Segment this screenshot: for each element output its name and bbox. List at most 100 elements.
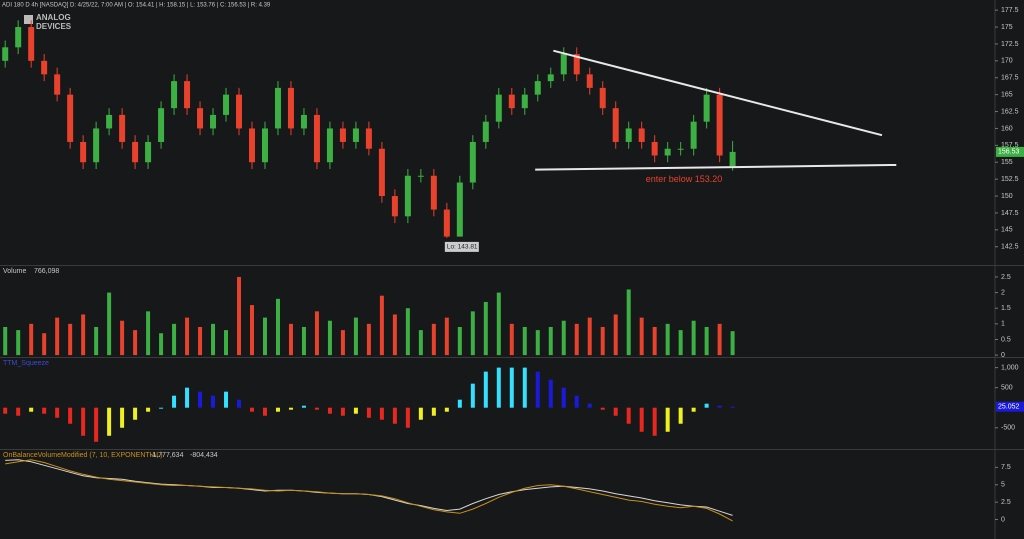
y-tick-label: 7.5: [1001, 464, 1011, 471]
volume-bar: [353, 317, 358, 356]
y-tick-label: 172.5: [1001, 41, 1019, 48]
volume-bar: [275, 298, 280, 356]
histogram-bar: [353, 407, 358, 414]
histogram-bar: [431, 407, 436, 416]
volume-bar: [249, 305, 254, 356]
volume-bar: [81, 314, 86, 356]
histogram-bar: [327, 407, 332, 414]
candle-body: [197, 108, 204, 129]
histogram-bar: [107, 407, 112, 436]
histogram-bar: [587, 403, 592, 408]
candle-body: [300, 114, 307, 129]
volume-bar: [600, 326, 605, 356]
candle-body: [664, 148, 671, 156]
volume-bar: [366, 323, 371, 356]
candle-body: [171, 81, 178, 109]
candle-body: [729, 151, 736, 167]
volume-bar: [483, 301, 488, 356]
candle-body: [404, 175, 411, 217]
volume-bar: [652, 326, 657, 356]
volume-bar: [198, 326, 203, 356]
candle-body: [690, 121, 697, 149]
volume-bar: [730, 331, 735, 356]
volume-bar: [431, 323, 436, 356]
volume-bar: [392, 314, 397, 356]
histogram-bar: [314, 407, 319, 410]
candle-body: [184, 81, 191, 109]
volume-bar: [717, 323, 722, 356]
histogram-bar: [340, 407, 345, 416]
histogram-bar: [483, 371, 488, 408]
candle-body: [93, 128, 100, 163]
candle-body: [417, 175, 424, 177]
volume-bar: [522, 326, 527, 356]
y-tick-label: 157.5: [1001, 142, 1019, 149]
histogram-bar: [444, 407, 449, 412]
histogram-bar: [704, 403, 709, 408]
volume-bar: [94, 326, 99, 356]
candle-body: [521, 94, 528, 109]
candle-body: [15, 27, 22, 48]
histogram-bar: [535, 371, 540, 408]
volume-bar: [340, 330, 345, 356]
histogram-bar: [120, 407, 125, 428]
histogram-bar: [211, 395, 216, 408]
volume-bar: [55, 317, 60, 356]
candle-body: [716, 94, 723, 156]
volume-bar: [288, 323, 293, 356]
volume-bar: [379, 295, 384, 356]
histogram-bar: [626, 407, 631, 424]
volume-bar: [42, 333, 47, 356]
obv-line: [5, 459, 733, 522]
histogram-bar: [522, 367, 527, 408]
y-tick-label: -500: [1001, 425, 1015, 432]
candle-body: [339, 128, 346, 142]
histogram-bar: [224, 391, 229, 408]
histogram-bar: [42, 407, 47, 414]
candle-body: [677, 148, 684, 150]
volume-bar: [470, 311, 475, 356]
candle-body: [625, 128, 632, 142]
low-label: Lo: 143.81: [447, 244, 478, 251]
y-tick-label: 0: [1001, 516, 1005, 523]
volume-bar: [133, 330, 138, 356]
last-value: 25.052: [998, 404, 1020, 411]
candle-body: [443, 209, 450, 237]
y-tick-label: 167.5: [1001, 75, 1019, 82]
histogram-bar: [457, 399, 462, 408]
volume-bar: [535, 330, 540, 356]
trendline: [535, 163, 897, 171]
y-tick-label: 2: [1001, 289, 1005, 296]
panel-value: -1,777,634: [150, 452, 184, 459]
candle-body: [80, 141, 87, 163]
volume-bar: [561, 320, 566, 356]
candle-body: [274, 87, 281, 129]
candle-body: [313, 114, 320, 163]
candle-body: [508, 94, 515, 109]
last-price: 156.53: [998, 149, 1020, 156]
panel-value: 766,098: [34, 268, 59, 275]
y-tick-label: 1,000: [1001, 364, 1019, 371]
logo-mark: [24, 15, 33, 24]
volume-bar: [496, 292, 501, 356]
volume-bar: [613, 314, 618, 356]
histogram-bar: [185, 387, 190, 408]
histogram-bar: [68, 407, 73, 424]
histogram-bar: [94, 407, 99, 442]
histogram-bar: [561, 387, 566, 408]
volume-bar: [509, 323, 514, 356]
candle-body: [651, 141, 658, 156]
y-tick-label: 152.5: [1001, 176, 1019, 183]
histogram-bar: [275, 407, 280, 412]
y-tick-label: 160: [1001, 125, 1013, 132]
histogram-bar: [574, 395, 579, 408]
y-tick-label: 500: [1001, 385, 1013, 392]
candle-body: [2, 47, 9, 61]
volume-bar: [172, 323, 177, 356]
histogram-bar: [600, 407, 605, 410]
y-tick-label: 147.5: [1001, 210, 1019, 217]
volume-bar: [3, 326, 8, 356]
histogram-bar: [301, 405, 306, 408]
candle-body: [210, 114, 217, 129]
